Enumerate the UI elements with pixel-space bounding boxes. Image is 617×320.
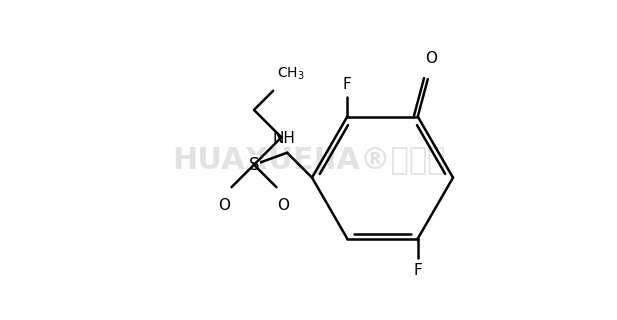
Text: F: F (413, 263, 422, 278)
Text: O: O (425, 52, 437, 67)
Text: O: O (218, 198, 231, 213)
Text: S: S (249, 156, 259, 174)
Text: O: O (278, 198, 289, 213)
Text: CH$_3$: CH$_3$ (276, 66, 304, 82)
Text: HUAXUEJIA®化学加: HUAXUEJIA®化学加 (172, 146, 445, 174)
Text: F: F (343, 77, 352, 92)
Text: NH: NH (272, 131, 295, 146)
